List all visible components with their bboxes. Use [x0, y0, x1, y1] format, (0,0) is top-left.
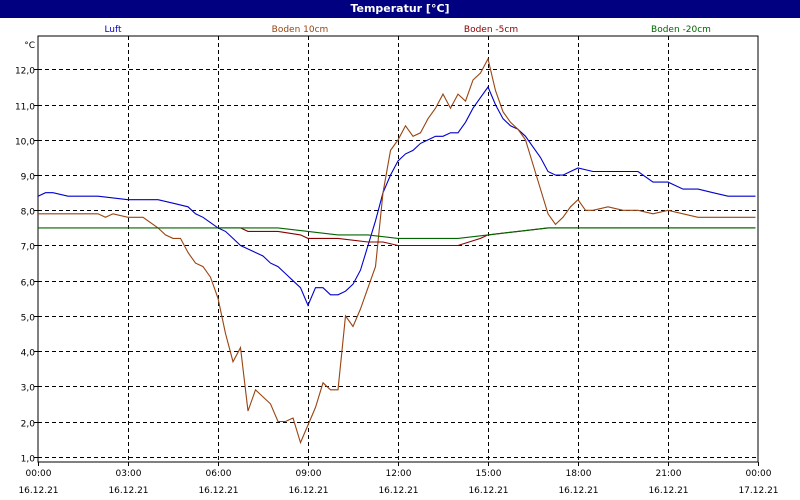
legend-entry: Luft	[104, 25, 122, 35]
legend-entry: Boden 10cm	[272, 25, 329, 35]
y-tick-label: 1,0	[21, 455, 36, 465]
y-tick-label: 8,0	[21, 208, 36, 218]
x-tick-time: 00:00	[26, 469, 52, 479]
grid	[37, 35, 759, 463]
series-line	[38, 57, 756, 445]
y-tick-label: 5,0	[21, 314, 36, 324]
axes: 1,0 2,0 3,0 4,0 5,0 6,0 7,0 8,0 9,0 10,0 11,0 12,0 °…	[15, 41, 779, 496]
x-tick-date: 16.12.21	[18, 486, 58, 496]
y-tick-label: 4,0	[21, 349, 36, 359]
x-tick-time: 09:00	[296, 469, 322, 479]
x-tick-date: 17.12.21	[738, 486, 778, 496]
y-tick-label: 11,0	[15, 103, 35, 113]
x-tick-date: 16.12.21	[108, 486, 148, 496]
x-tick-date: 16.12.21	[468, 486, 508, 496]
x-tick-date: 16.12.21	[558, 486, 598, 496]
x-tick-date: 16.12.21	[648, 486, 688, 496]
series-line	[38, 227, 756, 239]
x-tick-date: 16.12.21	[378, 486, 418, 496]
y-tick-label: 12,0	[15, 67, 35, 77]
y-axis-unit: °C	[24, 41, 35, 51]
x-tick-date: 16.12.21	[198, 486, 238, 496]
y-tick-label: 7,0	[21, 243, 36, 253]
legend-entry: Boden -20cm	[651, 25, 711, 35]
x-tick-time: 18:00	[566, 469, 592, 479]
x-tick-time: 06:00	[206, 469, 232, 479]
y-tick-label: 2,0	[21, 420, 36, 430]
x-tick-time: 00:00	[746, 469, 772, 479]
x-tick-time: 03:00	[116, 469, 142, 479]
legend-entry: Boden -5cm	[464, 25, 518, 35]
legend: Luft Boden 10cm Boden -5cm Boden -20cm	[104, 25, 711, 35]
series-line	[37, 85, 756, 307]
y-tick-label: 3,0	[21, 384, 36, 394]
x-tick-time: 15:00	[476, 469, 502, 479]
x-tick-date: 16.12.21	[288, 486, 328, 496]
y-tick-label: 6,0	[21, 279, 36, 289]
y-tick-label: 9,0	[21, 173, 36, 183]
x-tick-time: 12:00	[386, 469, 412, 479]
x-tick-time: 21:00	[656, 469, 682, 479]
y-tick-label: 10,0	[15, 138, 35, 148]
chart-title: Temperatur [°C]	[0, 0, 800, 18]
series-layer	[37, 57, 756, 445]
